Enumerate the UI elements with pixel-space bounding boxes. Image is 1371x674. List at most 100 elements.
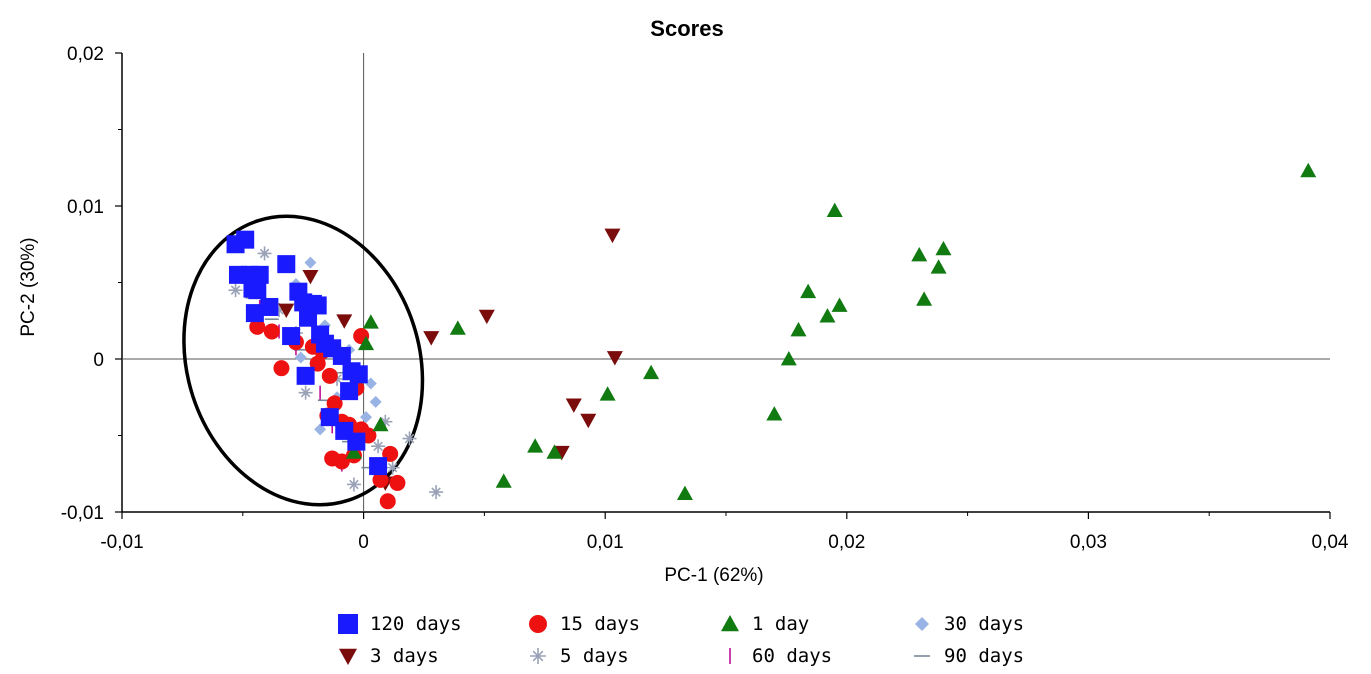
data-point [345,444,362,459]
annotation-layer [182,214,425,507]
data-point [272,303,287,318]
data-point [360,411,373,424]
data-point [320,408,339,427]
data-point [599,386,616,401]
x-tick-label: 0,04 [1312,532,1349,553]
legend-item-5-days: 5 days [530,645,629,667]
data-point [565,398,582,413]
data-point [250,265,269,284]
data-point [378,414,393,429]
data-point [326,395,343,412]
data-point [935,240,952,256]
data-point [930,259,947,274]
legend-item-3-days: 3 days [339,645,439,667]
data-point [780,351,797,366]
data-point [277,255,296,274]
x-tick-label: 0,02 [828,532,865,553]
data-point [553,445,570,461]
legend-label: 90 days [944,645,1024,667]
data-point [249,318,266,335]
legend-item-120-days: 120 days [338,613,462,635]
data-point [260,297,279,316]
data-point [228,283,243,298]
legend-label: 15 days [560,613,640,635]
data-point [371,439,386,454]
data-point [349,365,368,384]
data-point [347,432,366,451]
data-point [449,320,466,335]
data-point [429,485,444,500]
data-point [304,256,317,269]
series-15-days [249,318,406,510]
legend-marker [338,614,358,634]
series-120-days [226,230,388,476]
data-point [362,314,379,329]
data-point [643,364,660,380]
data-point [916,291,933,306]
y-axis-label: PC-2 (30%) [18,237,39,336]
legend-item-1-day: 1 day [721,613,809,635]
data-point [402,431,417,446]
legend-label: 3 days [370,645,439,667]
data-point [302,269,319,285]
data-point [364,377,377,390]
data-point [257,246,272,261]
legend-marker [915,617,929,631]
legend-label: 120 days [370,613,462,635]
data-point [790,321,807,337]
data-point [340,382,359,401]
data-point [546,444,563,459]
legend-item-60-days: 60 days [729,645,832,667]
legend-marker [529,615,547,633]
cluster-ellipse [182,214,425,507]
data-point [911,246,928,262]
data-point [372,471,389,488]
series-3-days [278,228,623,491]
y-tick-label: 0,02 [67,44,104,65]
y-tick-label: 0 [93,350,104,371]
data-point [263,323,280,340]
data-point [604,228,621,244]
x-tick-label: -0,01 [100,532,143,553]
data-point [389,474,406,491]
data-point [278,303,295,319]
series-1-day [345,162,1317,501]
legend-label: 60 days [752,645,832,667]
legend-marker [721,615,739,632]
legend-item-90-days: 90 days [914,645,1024,667]
data-point [298,385,313,400]
data-point [527,438,544,453]
data-point [236,230,255,249]
x-tick-label: 0,01 [587,532,624,553]
legend-marker [530,648,546,664]
data-point [296,366,315,385]
legend-label: 30 days [944,613,1024,635]
data-point [831,297,848,312]
data-point [800,283,817,299]
data-point [245,304,264,323]
data-point [423,331,440,346]
legend-item-30-days: 30 days [915,613,1024,635]
y-tick-label: 0,01 [67,197,104,218]
data-point [273,360,290,377]
data-point [1300,162,1317,178]
data-points [226,162,1317,510]
data-point [766,406,783,421]
data-point [346,477,361,492]
data-point [248,281,267,300]
data-point [369,457,388,476]
legend: 120 days 15 days 1 day 30 days 3 days 5 days 6… [338,613,1024,667]
data-point [826,202,843,217]
data-point [336,314,353,329]
y-tick-label: -0,01 [61,503,104,524]
x-axis-label: PC-1 (62%) [664,565,763,586]
chart-title: Scores [650,16,723,41]
data-point [333,453,350,470]
data-point [369,395,382,408]
legend-item-15-days: 15 days [529,613,640,635]
data-point [580,413,597,429]
data-point [372,416,389,432]
x-tick-label: 0,03 [1070,532,1107,553]
legend-marker [339,648,357,665]
